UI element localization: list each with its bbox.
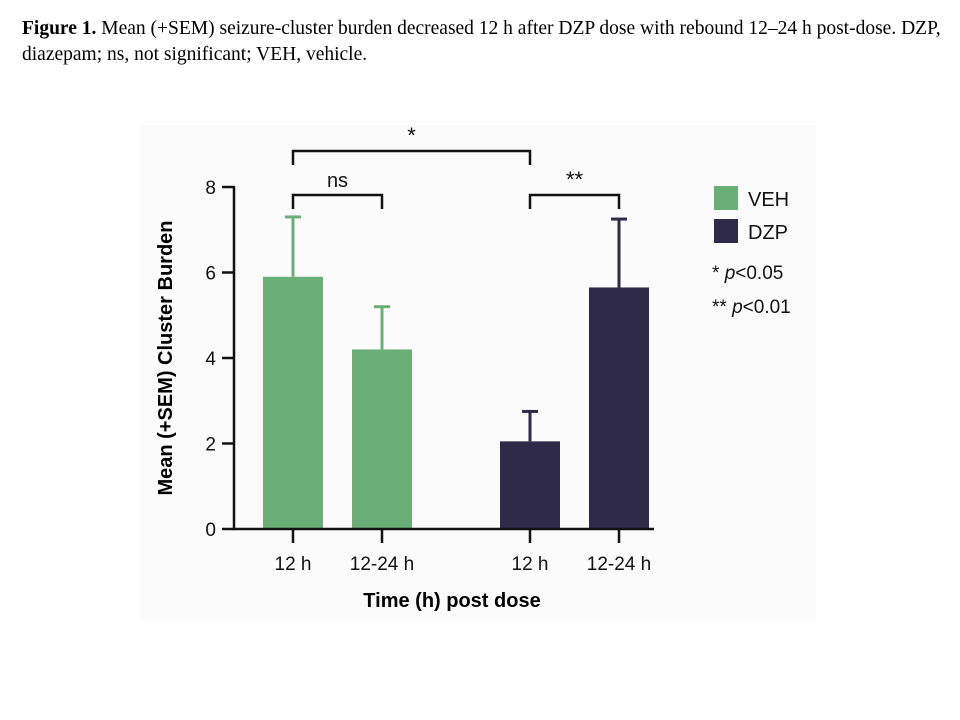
legend-swatch-veh bbox=[714, 186, 738, 210]
bar bbox=[589, 287, 649, 529]
significance-label: ** bbox=[566, 167, 584, 192]
significance-bracket bbox=[291, 193, 384, 209]
y-tick-label: 2 bbox=[205, 435, 216, 456]
bar bbox=[352, 349, 412, 529]
significance-label: * bbox=[407, 123, 416, 148]
y-tick-label: 8 bbox=[205, 178, 216, 199]
y-tick-label: 4 bbox=[205, 349, 216, 370]
figure-label: Figure 1. bbox=[22, 18, 97, 39]
bar bbox=[500, 441, 560, 529]
chart-background bbox=[140, 125, 816, 620]
x-tick-label: 12-24 h bbox=[350, 554, 414, 575]
bar bbox=[263, 276, 323, 529]
x-tick-label: 12-24 h bbox=[587, 554, 651, 575]
y-tick-label: 6 bbox=[205, 264, 216, 285]
significance-label: ns bbox=[327, 170, 348, 192]
p-value-annotation: ** p<0.01 bbox=[712, 297, 791, 318]
figure-caption: Figure 1. Mean (+SEM) seizure-cluster bu… bbox=[22, 16, 942, 68]
x-axis-label: Time (h) post dose bbox=[363, 590, 540, 612]
legend-label: DZP bbox=[748, 222, 788, 244]
x-tick-label: 12 h bbox=[512, 554, 549, 575]
p-value-annotation: * p<0.05 bbox=[712, 263, 783, 284]
x-tick-label: 12 h bbox=[275, 554, 312, 575]
caption-text: Mean (+SEM) seizure-cluster burden decre… bbox=[22, 18, 941, 65]
significance-bracket bbox=[528, 193, 621, 209]
legend-swatch-dzp bbox=[714, 219, 738, 243]
legend-label: VEH bbox=[748, 189, 789, 211]
y-axis-label: Mean (+SEM) Cluster Burden bbox=[155, 220, 177, 495]
significance-bracket bbox=[291, 149, 532, 165]
y-tick-label: 0 bbox=[205, 520, 216, 541]
